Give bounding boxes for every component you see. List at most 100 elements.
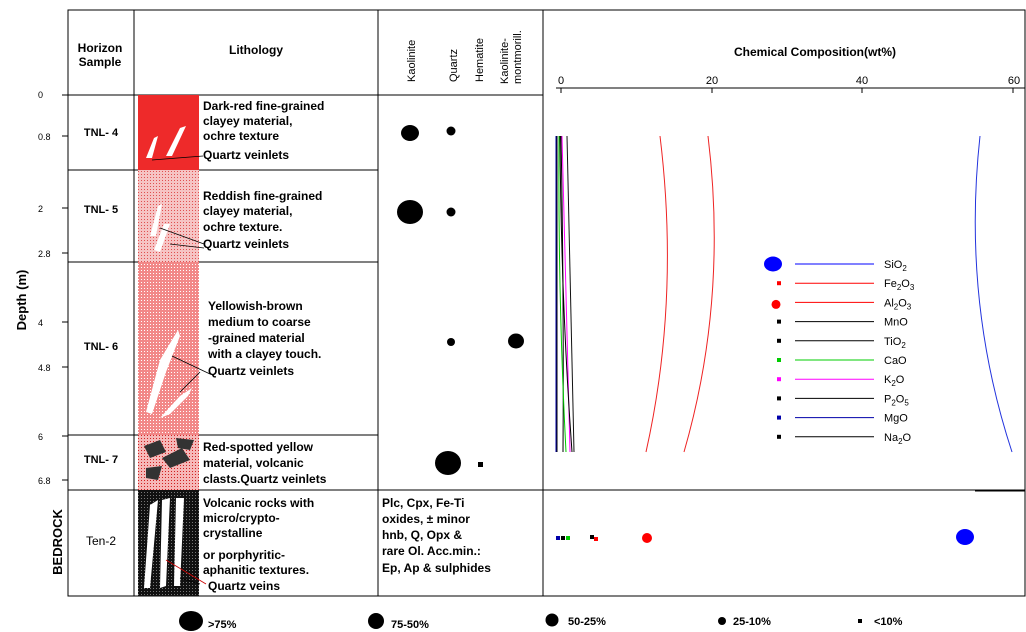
chem-axis: 0 20 40 60 bbox=[556, 75, 1025, 93]
legend-symbol-cao bbox=[777, 358, 781, 362]
desc-tnl-4-line-2: clayey material, bbox=[203, 114, 292, 128]
depth-tick-0: 0 bbox=[38, 90, 43, 100]
legend-symbol-sio2 bbox=[764, 256, 782, 272]
depth-tick-2: 2 bbox=[38, 204, 43, 214]
legend-symbol-p2o5 bbox=[777, 396, 781, 401]
desc-bedrock-line-6: Quartz veins bbox=[208, 579, 280, 593]
legend-label-tio2: TiO2 bbox=[884, 336, 906, 350]
chem-tick-0: 0 bbox=[558, 75, 564, 87]
legend-label-al2o3: Al2O3 bbox=[884, 297, 912, 311]
curve-na2o bbox=[566, 135, 575, 453]
desc-tnl-6-line-3: -grained material bbox=[208, 331, 305, 345]
point-bedrock-cao bbox=[566, 536, 570, 540]
chemical-composition-header: Chemical Composition(wt%) bbox=[734, 45, 896, 59]
horizon-header-line2: Sample bbox=[79, 55, 122, 69]
legend-symbol-al2o3 bbox=[771, 299, 781, 309]
mineral-abundance-dots bbox=[397, 125, 524, 475]
abundance-legend: >75% 75-50% 50-25% 25-10% <10% bbox=[179, 611, 903, 631]
depth-tick-4-8: 4.8 bbox=[38, 363, 51, 373]
mineral-header-quartz: Quartz bbox=[448, 49, 460, 82]
bedrock-mineralogy-line-2: oxides, ± minor bbox=[382, 512, 470, 526]
lithology-column bbox=[138, 95, 199, 596]
point-bedrock-mno bbox=[590, 535, 594, 539]
legend-label-cao: CaO bbox=[884, 355, 907, 367]
dot-tnl-6-quartz bbox=[447, 338, 455, 346]
abundance-label-75-50: 75-50% bbox=[391, 619, 429, 631]
legend-label-k2o: K2O bbox=[884, 374, 905, 388]
dot-tnl-4-kaolinite bbox=[401, 125, 419, 141]
sample-name-tnl-5: TNL- 5 bbox=[84, 204, 118, 216]
desc-tnl-5-line-2: clayey material, bbox=[203, 204, 292, 218]
bedrock-red-leaders bbox=[165, 559, 207, 585]
desc-tnl-5-line-3: ochre texture. bbox=[203, 220, 282, 234]
horizon-header-line1: Horizon bbox=[78, 41, 123, 55]
chem-tick-60: 60 bbox=[1008, 75, 1020, 87]
dot-tnl-6-kaolinite-montmorillonite bbox=[508, 333, 524, 349]
abundance-symbol-lt10 bbox=[858, 619, 862, 623]
point-bedrock-mgo bbox=[556, 536, 560, 540]
depth-tick-4: 4 bbox=[38, 318, 43, 328]
abundance-label-25-10: 25-10% bbox=[733, 616, 771, 628]
chem-tick-40: 40 bbox=[856, 75, 868, 87]
depth-axis-label: Depth (m) bbox=[14, 270, 29, 331]
desc-tnl-7-line-3: clasts.Quartz veinlets bbox=[203, 472, 327, 486]
sample-name-tnl-6: TNL- 6 bbox=[84, 341, 118, 353]
desc-tnl-4-line-1: Dark-red fine-grained bbox=[203, 99, 324, 113]
desc-tnl-6-line-1: Yellowish-brown bbox=[208, 299, 303, 313]
bedrock-mineralogy: Plc, Cpx, Fe-Ti oxides, ± minor hnb, Q, … bbox=[382, 496, 491, 575]
depth-tick-2-8: 2.8 bbox=[38, 249, 51, 259]
dot-tnl-7-hematite bbox=[478, 462, 483, 467]
desc-tnl-6-line-5: Quartz veinlets bbox=[208, 364, 294, 378]
legend-label-mno: MnO bbox=[884, 317, 908, 329]
curve-cao bbox=[558, 135, 567, 453]
sample-name-tnl-7: TNL- 7 bbox=[84, 454, 118, 466]
depth-axis: Depth (m) 0 0.8 2 2.8 4 4.8 6 6.8 BEDROC… bbox=[14, 90, 68, 575]
dot-tnl-5-kaolinite bbox=[397, 200, 423, 224]
legend-symbol-tio2 bbox=[777, 338, 781, 343]
mineral-header-kaolinite-montmorillonite-2: montmorill. bbox=[512, 30, 524, 84]
point-bedrock-na2o bbox=[561, 536, 565, 540]
mineral-header-kaolinite: Kaolinite bbox=[406, 40, 418, 82]
bedrock-mineralogy-line-4: rare Ol. Acc.min.: bbox=[382, 544, 481, 558]
mineral-header-kaolinite-montmorillonite-1: Kaolinite- bbox=[499, 38, 511, 84]
abundance-label-50-25: 50-25% bbox=[568, 616, 606, 628]
dot-tnl-4-quartz bbox=[446, 126, 456, 136]
desc-tnl-6-line-2: medium to coarse bbox=[208, 315, 311, 329]
lithology-descriptions: Dark-red fine-grained clayey material, o… bbox=[203, 99, 327, 593]
dot-tnl-7-quartz bbox=[435, 451, 461, 475]
desc-bedrock-line-4: or porphyritic- bbox=[203, 548, 285, 562]
bedrock-mineralogy-line-1: Plc, Cpx, Fe-Ti bbox=[382, 496, 464, 510]
veinlet-leader-lines bbox=[151, 155, 211, 585]
chem-legend: SiO2 Fe2O3 Al2O3 MnO TiO2 CaO K2O P2O5 MgO Na2O bbox=[764, 256, 915, 446]
bedrock-label: BEDROCK bbox=[50, 509, 65, 575]
abundance-symbol-gt75 bbox=[179, 611, 203, 631]
sample-name-ten-2: Ten-2 bbox=[86, 534, 116, 548]
legend-label-mgo: MgO bbox=[884, 413, 908, 425]
legend-symbol-na2o bbox=[777, 434, 781, 439]
lithology-header: Lithology bbox=[229, 43, 283, 57]
depth-tick-6-8: 6.8 bbox=[38, 476, 51, 486]
sample-name-tnl-4: TNL- 4 bbox=[84, 127, 119, 139]
abundance-symbol-25-10 bbox=[718, 617, 726, 625]
abundance-label-lt10: <10% bbox=[874, 616, 903, 628]
desc-bedrock-line-2: micro/crypto- bbox=[203, 511, 280, 525]
legend-label-p2o5: P2O5 bbox=[884, 393, 909, 407]
dot-tnl-5-quartz bbox=[446, 207, 456, 217]
legend-label-sio2: SiO2 bbox=[884, 259, 907, 273]
abundance-symbol-75-50 bbox=[368, 613, 384, 629]
abundance-symbol-50-25 bbox=[545, 613, 559, 627]
mineral-headers: Kaolinite Quartz Hematite Kaolinite- mon… bbox=[406, 30, 524, 84]
desc-bedrock-line-3: crystalline bbox=[203, 526, 263, 540]
curve-fe2o3 bbox=[645, 135, 668, 453]
sample-names: TNL- 4 TNL- 5 TNL- 6 TNL- 7 Ten-2 bbox=[84, 127, 119, 548]
curve-sio2 bbox=[974, 135, 1013, 453]
chem-tick-20: 20 bbox=[706, 75, 718, 87]
legend-symbol-mgo bbox=[777, 415, 781, 420]
bedrock-mineralogy-line-5: Ep, Ap & sulphides bbox=[382, 561, 491, 575]
desc-tnl-7-line-1: Red-spotted yellow bbox=[203, 440, 314, 454]
chem-profile-curves bbox=[555, 135, 1013, 453]
desc-tnl-5-line-1: Reddish fine-grained bbox=[203, 189, 322, 203]
lithology-block-tnl-5 bbox=[138, 170, 199, 262]
desc-tnl-4-line-3: ochre texture bbox=[203, 129, 279, 143]
legend-label-fe2o3: Fe2O3 bbox=[884, 278, 915, 292]
